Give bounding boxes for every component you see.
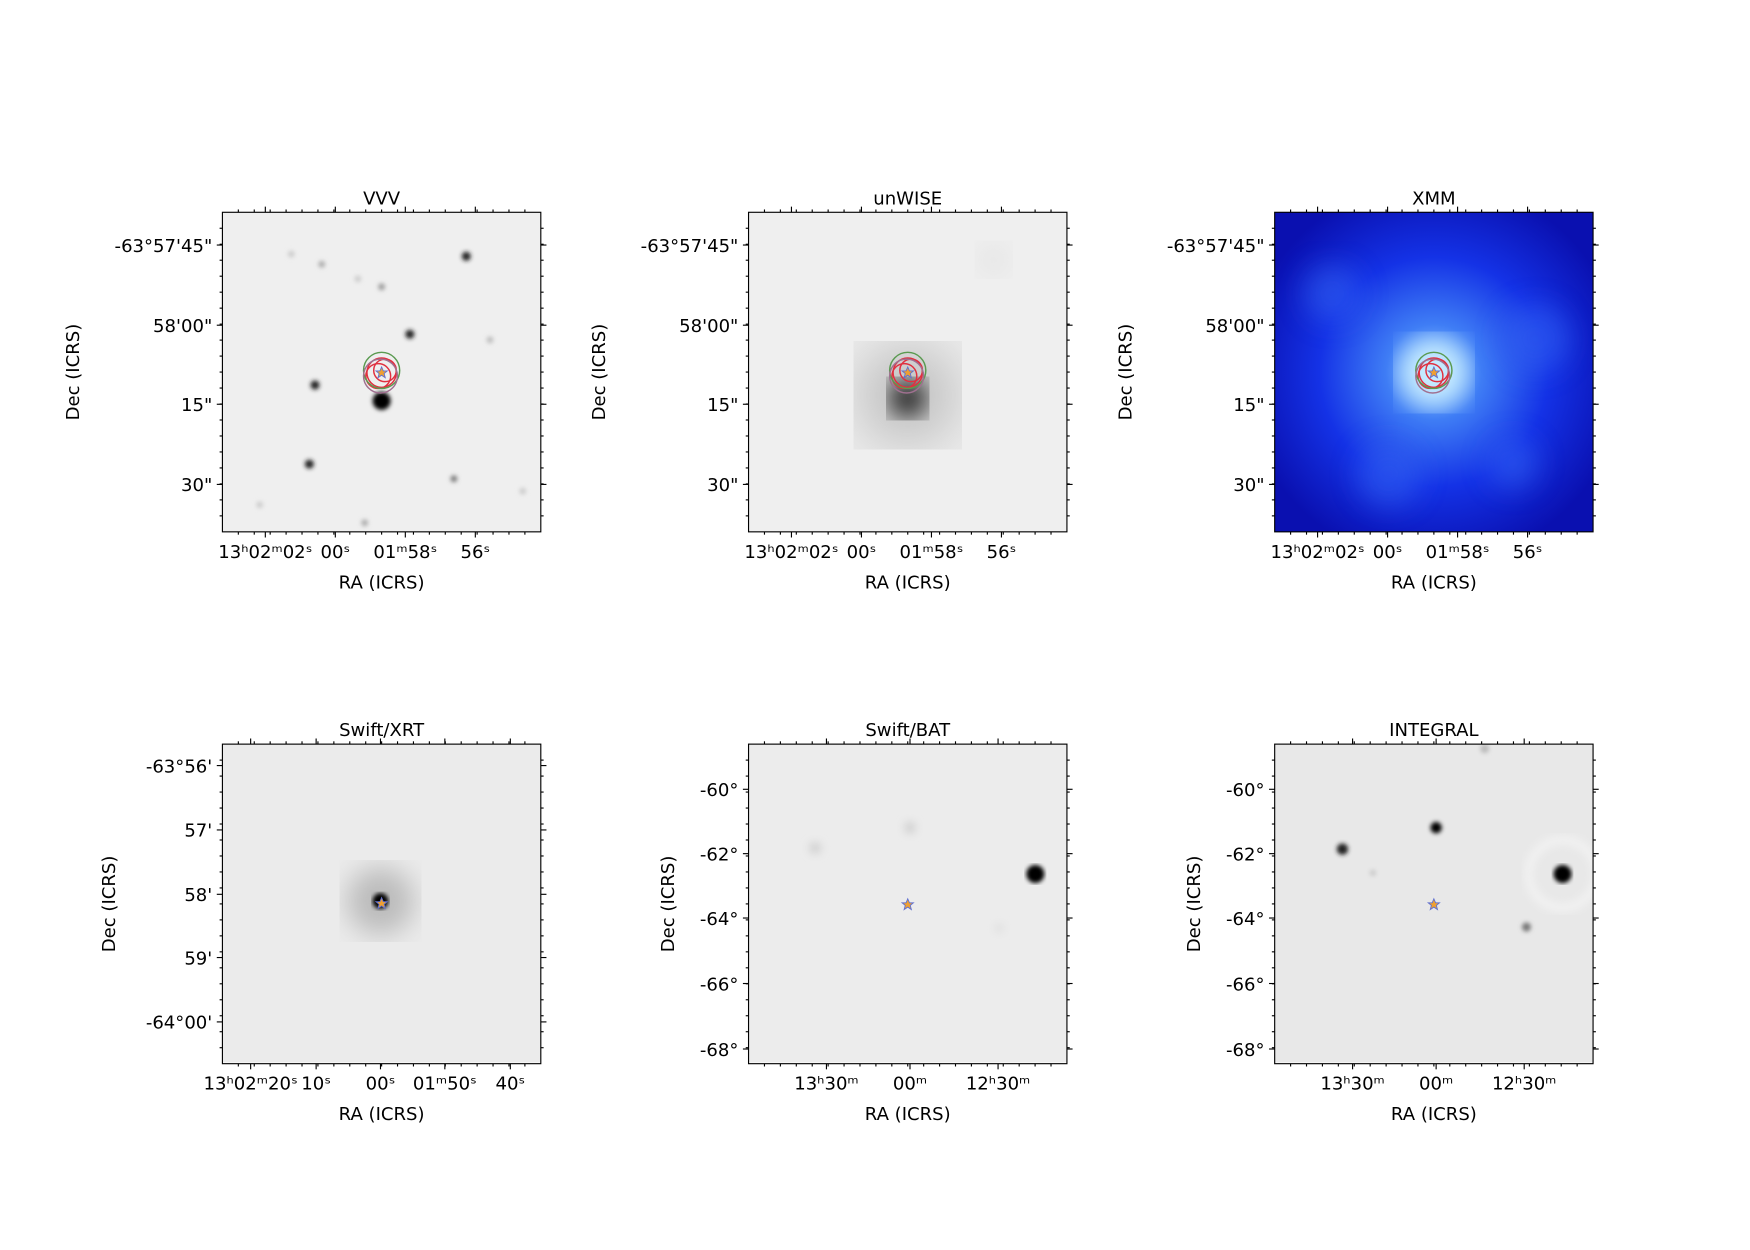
y-axis-label: Dec (ICRS) — [658, 856, 679, 953]
y-tick-label: -63°57'45" — [1167, 236, 1265, 257]
y-tick-label: 58'00" — [153, 316, 212, 337]
x-tick-label: 56ˢ — [987, 542, 1017, 563]
source-markers — [362, 351, 1453, 911]
y-tick-label: -62° — [700, 844, 738, 865]
x-tick-label: 56ˢ — [460, 542, 490, 563]
y-tick-label: -68° — [1226, 1040, 1264, 1061]
panel-title: INTEGRAL — [1389, 720, 1478, 741]
x-tick-label: 00ᵐ — [893, 1074, 927, 1095]
y-tick-label: -63°57'45" — [115, 236, 213, 257]
panel-title: unWISE — [873, 188, 942, 209]
x-tick-label: 01ᵐ50ˢ — [413, 1074, 477, 1095]
y-tick-label: 57' — [184, 821, 212, 842]
y-tick-label: -60° — [700, 780, 738, 801]
y-tick-label: -60° — [1226, 780, 1264, 801]
y-tick-label: 15" — [707, 395, 738, 416]
y-axis-label: Dec (ICRS) — [589, 324, 610, 421]
x-tick-label: 00ˢ — [320, 542, 350, 563]
x-tick-label: 00ˢ — [1373, 542, 1403, 563]
y-tick-label: -64° — [1226, 909, 1264, 930]
x-tick-label: 00ˢ — [847, 542, 877, 563]
y-axis-label: Dec (ICRS) — [1184, 856, 1205, 953]
x-tick-label: 10ˢ — [301, 1074, 331, 1095]
y-tick-label: -66° — [700, 974, 738, 995]
x-tick-label: 13ʰ30ᵐ — [794, 1074, 858, 1095]
y-axis-label: Dec (ICRS) — [63, 324, 84, 421]
x-axis-label: RA (ICRS) — [865, 1104, 951, 1125]
x-tick-label: 12ʰ30ᵐ — [1492, 1074, 1556, 1095]
x-tick-label: 56ˢ — [1513, 542, 1543, 563]
x-tick-label: 00ᵐ — [1419, 1074, 1453, 1095]
y-tick-label: 30" — [707, 475, 738, 496]
panel-title: VVV — [363, 188, 401, 209]
x-axis-label: RA (ICRS) — [1391, 1104, 1477, 1125]
y-tick-label: -63°57'45" — [641, 236, 739, 257]
x-axis-label: RA (ICRS) — [339, 572, 425, 593]
x-axis-label: RA (ICRS) — [1391, 572, 1477, 593]
x-tick-label: 13ʰ30ᵐ — [1320, 1074, 1384, 1095]
y-tick-label: -68° — [700, 1040, 738, 1061]
x-tick-label: 01ᵐ58ˢ — [900, 542, 964, 563]
y-axis-label: Dec (ICRS) — [1115, 324, 1136, 421]
y-tick-label: -64°00' — [146, 1013, 212, 1034]
x-tick-label: 40ˢ — [495, 1074, 525, 1095]
y-tick-label: 15" — [1233, 395, 1264, 416]
y-tick-label: 58' — [184, 885, 212, 906]
x-tick-label: 13ʰ02ᵐ02ˢ — [1270, 542, 1364, 563]
y-tick-label: 30" — [181, 475, 212, 496]
y-tick-label: 15" — [181, 395, 212, 416]
x-axis-label: RA (ICRS) — [865, 572, 951, 593]
y-tick-label: -62° — [1226, 844, 1264, 865]
panel-title: XMM — [1412, 188, 1456, 209]
panel-title: Swift/XRT — [339, 720, 425, 741]
x-tick-label: 13ʰ02ᵐ20ˢ — [204, 1074, 298, 1095]
x-tick-label: 01ᵐ58ˢ — [1426, 542, 1490, 563]
panel-title: Swift/BAT — [865, 720, 951, 741]
y-tick-label: 58'00" — [679, 316, 738, 337]
x-tick-label: 13ʰ02ᵐ02ˢ — [744, 542, 838, 563]
y-tick-label: -64° — [700, 909, 738, 930]
x-tick-label: 12ʰ30ᵐ — [966, 1074, 1030, 1095]
xmm-image — [1274, 212, 1594, 532]
x-tick-label: 13ʰ02ᵐ02ˢ — [218, 542, 312, 563]
y-tick-label: -66° — [1226, 974, 1264, 995]
y-tick-label: -63°56' — [146, 756, 212, 777]
y-tick-label: 58'00" — [1205, 316, 1264, 337]
x-tick-label: 01ᵐ58ˢ — [373, 542, 437, 563]
x-axis-label: RA (ICRS) — [339, 1104, 425, 1125]
x-tick-label: 00ˢ — [366, 1074, 396, 1095]
y-tick-label: 59' — [184, 948, 212, 969]
unwise-image — [748, 212, 1067, 532]
y-tick-label: 30" — [1233, 475, 1264, 496]
y-axis-label: Dec (ICRS) — [99, 856, 120, 953]
